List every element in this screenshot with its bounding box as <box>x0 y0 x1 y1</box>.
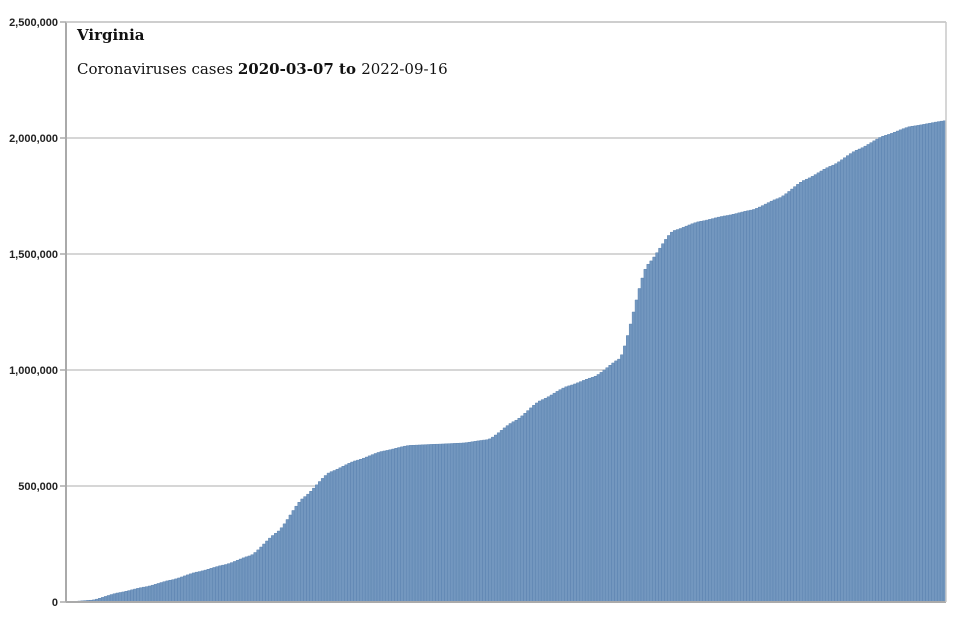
y-axis-ticks: 0 500,000 1,000,000 1,500,000 2,000,000 2,500… <box>9 17 66 609</box>
y-tick-label: 1,000,000 <box>9 365 58 377</box>
y-tick-label: 1,500,000 <box>9 249 58 261</box>
bar-series <box>65 120 947 603</box>
y-tick-label: 2,000,000 <box>9 133 58 145</box>
axes <box>65 21 947 603</box>
chart-title: Virginia <box>76 26 145 44</box>
y-tick-label: 500,000 <box>18 481 58 493</box>
chart-subtitle: Coronaviruses cases 2020-03-07 to 2022-0… <box>77 60 448 78</box>
bars <box>65 120 947 603</box>
y-tick-label: 0 <box>52 597 58 609</box>
y-tick-label: 2,500,000 <box>9 17 58 29</box>
